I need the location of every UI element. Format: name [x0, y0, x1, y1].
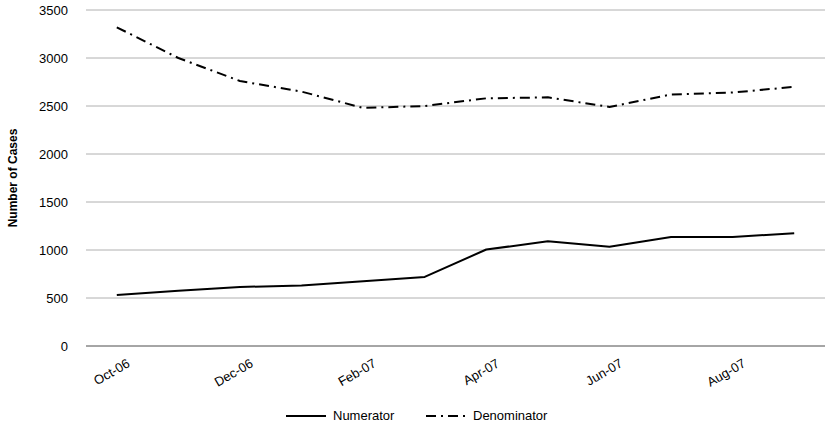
y-tick-label: 2000: [39, 147, 68, 162]
y-tick-label: 500: [46, 291, 68, 306]
y-tick-label: 3500: [39, 3, 68, 18]
grid-line: [86, 298, 825, 299]
chart: 0 500 1000 1500 2000 2500 3000 3500 Number of Ca…: [0, 0, 832, 428]
series-line: [117, 233, 794, 295]
legend-label: Denominator: [473, 408, 548, 423]
x-tick-label: Jun-07: [583, 356, 625, 389]
x-tick-label: Aug-07: [704, 356, 748, 390]
y-tick-label: 0: [61, 339, 68, 354]
grid-line: [86, 106, 825, 107]
grid-line: [86, 154, 825, 155]
x-tick-label: Dec-06: [212, 356, 256, 390]
x-tick-label: Oct-06: [91, 356, 132, 388]
plot-area: [117, 27, 794, 295]
x-axis-line: [86, 346, 825, 347]
x-tick-label: Feb-07: [335, 356, 378, 390]
grid-line: [86, 58, 825, 59]
grid-line: [86, 346, 825, 347]
legend-swatch: [286, 415, 326, 417]
legend-label: Numerator: [333, 408, 395, 423]
y-tick-label: 3000: [39, 51, 68, 66]
grid-line: [86, 202, 825, 203]
grid-line: [86, 250, 825, 251]
x-tick-label: Apr-07: [460, 356, 501, 389]
y-tick-label: 1000: [39, 243, 68, 258]
y-axis-label: Number of Cases: [6, 128, 20, 227]
y-tick-label: 1500: [39, 195, 68, 210]
series-line: [117, 27, 794, 108]
legend-swatch: [426, 415, 466, 417]
grid-line: [86, 10, 825, 11]
legend: Numerator Denominator: [286, 408, 548, 423]
y-tick-label: 2500: [39, 99, 68, 114]
